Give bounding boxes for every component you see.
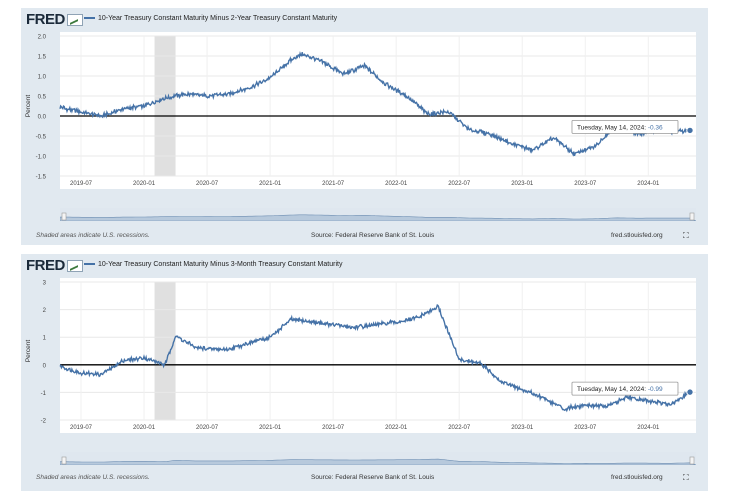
plot-area[interactable]: 3 2 1 0 -1 -2 Percent 2019-07 2020-01 2020-07 2021… bbox=[25, 278, 696, 433]
hover-point bbox=[686, 126, 694, 135]
y-tick-label: 0.5 bbox=[38, 95, 47, 101]
navigator-handle-right bbox=[689, 212, 695, 221]
x-tick-label: 2021-07 bbox=[322, 425, 345, 431]
tooltip: Tuesday, May 14, 2024: -0.36 bbox=[571, 120, 679, 134]
navigator-area bbox=[59, 214, 697, 222]
recession-note: Shaded areas indicate U.S. recessions. bbox=[36, 232, 150, 239]
x-tick-label: 2021-01 bbox=[259, 181, 282, 187]
y-tick-label: 0.0 bbox=[38, 115, 47, 121]
tooltip-box bbox=[571, 120, 679, 134]
x-tick-label: 2019-07 bbox=[70, 181, 93, 187]
tooltip-value: -0.36 bbox=[648, 124, 663, 131]
navigator-area bbox=[59, 458, 697, 466]
x-tick-label: 2024-01 bbox=[637, 425, 660, 431]
fred-logo[interactable]: FRED bbox=[26, 257, 83, 274]
y-tick-label: -1.0 bbox=[36, 155, 47, 161]
y-tick-label: -2 bbox=[41, 419, 47, 425]
source-label: Source: Federal Reserve Bank of St. Loui… bbox=[311, 232, 435, 239]
navigator-svg[interactable] bbox=[59, 456, 697, 466]
x-tick-label: 2023-07 bbox=[574, 181, 597, 187]
x-tick-label: 2020-07 bbox=[196, 181, 219, 187]
series-line bbox=[59, 51, 691, 157]
y-tick-label: 1.5 bbox=[38, 55, 47, 61]
x-tick-label: 2020-01 bbox=[133, 425, 156, 431]
x-tick-label: 2022-07 bbox=[448, 425, 471, 431]
range-navigator[interactable] bbox=[59, 452, 697, 466]
x-tick-label: 2021-07 bbox=[322, 181, 345, 187]
navigator-svg[interactable] bbox=[59, 212, 697, 222]
x-tick-label: 2022-01 bbox=[385, 425, 408, 431]
recession-note: Shaded areas indicate U.S. recessions. bbox=[36, 474, 150, 481]
fred-logo[interactable]: FRED bbox=[26, 11, 83, 28]
chart-legend: 10-Year Treasury Constant Maturity Minus… bbox=[84, 15, 337, 22]
navigator-handle-left bbox=[61, 212, 67, 221]
y-tick-label: 3 bbox=[43, 281, 47, 287]
fullscreen-icon[interactable]: ⛶ bbox=[683, 231, 689, 240]
chart-legend: 10-Year Treasury Constant Maturity Minus… bbox=[84, 261, 342, 268]
x-tick-label: 2022-07 bbox=[448, 181, 471, 187]
source-label: Source: Federal Reserve Bank of St. Loui… bbox=[311, 474, 435, 481]
chart-svg[interactable]: 2.0 1.5 1.0 0.5 0.0 -0.5 -1.0 -1.5 Percent 2019-0… bbox=[25, 32, 696, 189]
recession-band bbox=[154, 282, 176, 420]
site-link[interactable]: fred.stlouisfed.org bbox=[611, 474, 663, 481]
x-tick-label: 2019-07 bbox=[70, 425, 93, 431]
tooltip: Tuesday, May 14, 2024: -0.99 bbox=[571, 381, 679, 396]
legend-swatch bbox=[84, 17, 95, 20]
hover-point bbox=[686, 388, 694, 396]
y-tick-label: 1 bbox=[43, 336, 47, 342]
tooltip-label: Tuesday, May 14, 2024: -0.99 bbox=[577, 386, 663, 393]
y-tick-label: 0 bbox=[43, 363, 47, 369]
range-navigator[interactable] bbox=[59, 208, 697, 222]
site-link[interactable]: fred.stlouisfed.org bbox=[611, 232, 663, 239]
y-tick-label: 2 bbox=[43, 308, 47, 314]
chart-panel-2: FRED 10-Year Treasury Constant Maturity … bbox=[21, 254, 708, 491]
fullscreen-icon[interactable]: ⛶ bbox=[683, 473, 689, 482]
x-tick-label: 2023-07 bbox=[574, 425, 597, 431]
y-tick-label: 2.0 bbox=[38, 35, 47, 41]
x-tick-label: 2021-01 bbox=[259, 425, 282, 431]
x-tick-label: 2023-01 bbox=[511, 181, 534, 187]
y-axis-label: Percent bbox=[25, 340, 32, 363]
legend-label: 10-Year Treasury Constant Maturity Minus… bbox=[98, 261, 343, 268]
tooltip-value: -0.99 bbox=[648, 386, 663, 393]
series-line bbox=[59, 303, 691, 413]
y-tick-label: -1 bbox=[41, 391, 47, 397]
y-tick-label: -0.5 bbox=[36, 135, 47, 141]
chart-svg[interactable]: 3 2 1 0 -1 -2 Percent 2019-07 2020-01 2020-07 2021… bbox=[25, 278, 696, 433]
legend-label: 10-Year Treasury Constant Maturity Minus… bbox=[98, 15, 338, 22]
chart-panel-1: FRED 10-Year Treasury Constant Maturity … bbox=[21, 8, 708, 245]
plot-area[interactable]: 2.0 1.5 1.0 0.5 0.0 -0.5 -1.0 -1.5 Percent 2019-0… bbox=[25, 32, 696, 189]
legend-swatch bbox=[84, 263, 95, 266]
x-tick-label: 2020-01 bbox=[133, 181, 156, 187]
x-tick-label: 2020-07 bbox=[196, 425, 219, 431]
x-tick-label: 2022-01 bbox=[385, 181, 408, 187]
fred-logo-icon bbox=[66, 14, 83, 27]
recession-band bbox=[154, 36, 176, 176]
x-tick-label: 2023-01 bbox=[511, 425, 534, 431]
x-tick-label: 2024-01 bbox=[637, 181, 660, 187]
navigator-handle-right bbox=[689, 456, 695, 465]
y-tick-label: -1.5 bbox=[36, 175, 47, 181]
fred-logo-icon bbox=[66, 260, 83, 273]
navigator-handle-left bbox=[61, 456, 67, 465]
tooltip-label: Tuesday, May 14, 2024: -0.36 bbox=[577, 124, 663, 131]
y-axis-label: Percent bbox=[25, 95, 32, 118]
y-tick-label: 1.0 bbox=[38, 75, 47, 81]
tooltip-box bbox=[571, 381, 679, 396]
